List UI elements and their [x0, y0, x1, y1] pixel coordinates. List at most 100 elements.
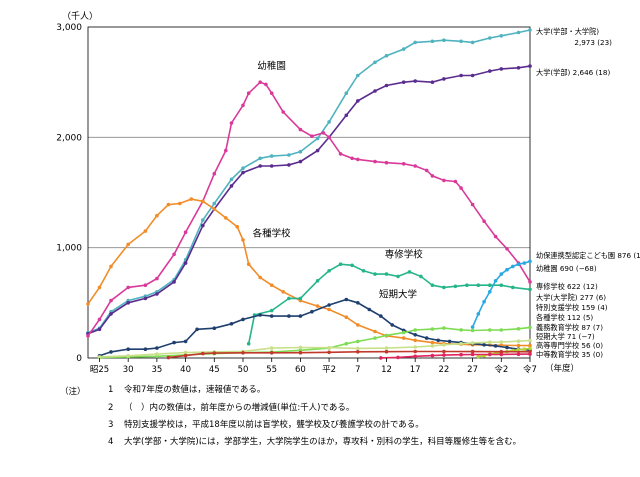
- data-point: [436, 338, 441, 343]
- data-point: [413, 349, 418, 354]
- data-point: [97, 317, 102, 322]
- data-point: [465, 283, 469, 288]
- data-point: [269, 154, 274, 158]
- series-特別支援学校: [97, 338, 532, 359]
- series-end-label: 幼稚園 690 (−68): [536, 264, 597, 273]
- data-point: [470, 202, 475, 207]
- series-end-label: 各種学校 112 (5): [536, 313, 593, 322]
- data-point: [298, 159, 303, 164]
- data-point: [172, 280, 176, 284]
- series-end-label: 高等専門学校 56 (0): [536, 341, 603, 350]
- data-point: [287, 153, 291, 157]
- data-point: [155, 352, 159, 356]
- data-point: [356, 350, 360, 354]
- x-tick-label: 50: [238, 365, 249, 375]
- data-point: [430, 353, 435, 358]
- data-point: [493, 279, 498, 283]
- data-point: [356, 339, 360, 344]
- data-point: [241, 317, 245, 322]
- data-point: [401, 330, 406, 335]
- data-point: [401, 162, 406, 166]
- data-point: [327, 269, 331, 273]
- data-point: [516, 30, 521, 35]
- data-point: [528, 346, 532, 351]
- footnote-text: （ ）内の数値は，前年度からの増減値(単位:千人)である。: [124, 403, 355, 413]
- data-point: [356, 301, 360, 305]
- series-line: [247, 263, 531, 344]
- data-point: [241, 170, 245, 175]
- series-line: [380, 353, 531, 359]
- data-point: [327, 135, 331, 140]
- data-point: [109, 264, 113, 269]
- data-point: [522, 347, 527, 352]
- series-end-label: 幼保連携型認定こども園 876 (18): [536, 251, 640, 260]
- data-point: [516, 339, 521, 344]
- data-point: [470, 341, 475, 345]
- data-point: [143, 229, 148, 233]
- data-point: [258, 156, 263, 161]
- data-point: [269, 164, 274, 168]
- data-point: [482, 299, 486, 304]
- data-point: [143, 347, 148, 352]
- data-point: [470, 325, 475, 329]
- data-point: [499, 349, 504, 354]
- axes-layer: 0 1,000 2,000 3,000 昭25 30 35 40 45 50 55 60 平2 7 12 17…: [56, 23, 537, 375]
- footnote-number: 1: [108, 385, 114, 395]
- data-point: [183, 261, 188, 265]
- data-point: [298, 350, 303, 355]
- data-point: [246, 262, 251, 267]
- footnote-text: 特別支援学校は，平成18年度以前は盲学校，聾学校及び養護学校の計である。: [124, 420, 424, 430]
- data-point: [390, 323, 395, 327]
- y-tick-label: 2,000: [56, 133, 82, 143]
- data-point: [264, 82, 268, 87]
- data-point: [430, 344, 435, 348]
- data-point: [258, 80, 263, 84]
- data-point: [269, 314, 274, 318]
- data-point: [178, 201, 182, 206]
- data-point: [373, 329, 377, 334]
- data-point: [493, 344, 498, 348]
- data-point: [459, 73, 463, 78]
- data-point: [384, 272, 389, 276]
- data-point: [511, 285, 515, 290]
- data-point: [97, 327, 102, 332]
- x-tick-label: 令2: [494, 364, 508, 375]
- data-point: [384, 160, 389, 165]
- data-point: [344, 297, 349, 302]
- data-point: [442, 326, 446, 330]
- data-point: [516, 66, 521, 70]
- data-point: [373, 89, 377, 93]
- data-point: [201, 199, 205, 204]
- data-point: [350, 263, 354, 268]
- data-point: [344, 91, 349, 95]
- data-point: [488, 340, 492, 345]
- data-point: [459, 39, 463, 44]
- data-point: [126, 242, 130, 247]
- series-line: [87, 198, 531, 347]
- data-point: [459, 186, 463, 190]
- data-point: [442, 178, 446, 183]
- data-point: [401, 47, 406, 51]
- data-point: [459, 352, 463, 357]
- data-point: [476, 312, 481, 316]
- data-point: [344, 113, 349, 118]
- data-point: [442, 38, 446, 42]
- y-tick-label: 1,000: [56, 244, 82, 254]
- data-point: [287, 163, 291, 167]
- data-point: [344, 341, 349, 346]
- data-point: [516, 343, 521, 348]
- data-point: [373, 159, 377, 164]
- data-point: [396, 274, 400, 279]
- data-point: [384, 346, 389, 350]
- footnote-number: 3: [108, 420, 114, 430]
- data-point: [373, 272, 377, 276]
- data-point: [224, 216, 228, 220]
- data-point: [327, 303, 331, 307]
- data-point: [413, 79, 418, 83]
- series-end-label: 中等教育学校 35 (0): [536, 350, 603, 359]
- data-point: [350, 156, 354, 161]
- data-point: [488, 36, 492, 40]
- data-point: [172, 340, 176, 345]
